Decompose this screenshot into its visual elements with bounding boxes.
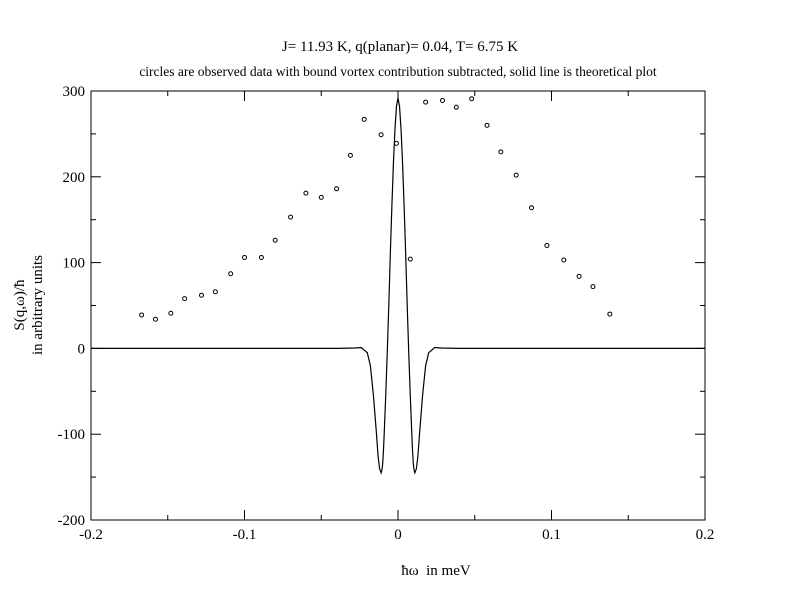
x-tick-label: 0.1 [542,527,561,543]
data-point [182,296,188,302]
y-tick-label: 300 [63,84,86,100]
data-point [228,271,234,277]
x-tick-label: 0.2 [696,527,715,543]
data-point [212,289,218,295]
axis-ticks [90,90,706,521]
data-point [139,312,145,318]
data-point [484,122,490,128]
data-point [318,194,324,200]
observed-points [139,96,613,322]
data-point [258,254,264,260]
data-point [393,140,399,146]
y-tick-label: 100 [63,256,86,272]
data-point [361,116,367,122]
data-point [199,292,205,298]
data-point [590,284,596,290]
data-point [453,104,459,110]
data-point [423,99,429,105]
data-point [347,152,353,158]
y-tick-label: -200 [58,513,86,529]
y-tick-labels: -200 -100 0 100 200 300 [58,84,86,529]
x-tick-label: 0 [394,527,402,543]
data-point [168,310,174,316]
data-point [288,214,294,220]
plot-frame [90,90,706,521]
data-point [242,254,247,260]
x-tick-label: -0.2 [79,527,103,543]
data-point [440,97,446,103]
x-axis-label: ħω in meV [401,563,471,579]
data-point [152,316,158,322]
data-point [561,257,567,263]
y-tick-label: -100 [58,427,86,443]
theory-line [91,97,705,475]
chart-title: J= 11.93 K, q(planar)= 0.04, T= 6.75 K [282,39,518,55]
data-point [407,256,413,262]
data-point [378,132,384,138]
data-point [272,237,278,243]
data-point [576,273,582,279]
chart-subtitle: circles are observed data with bound vor… [139,64,657,79]
y-tick-label: 200 [63,170,86,186]
y-axis-sublabel: in arbitrary units [30,255,46,355]
data-point [513,172,519,178]
data-point [607,311,613,317]
y-tick-label: 0 [78,341,86,357]
data-point [469,96,475,102]
data-point [498,149,504,155]
x-tick-label: -0.1 [233,527,257,543]
y-axis-label: S(q,ω)/ħ [12,279,28,331]
data-point [544,242,550,248]
x-tick-labels: -0.2 -0.1 0 0.1 0.2 [79,527,714,543]
data-point [303,190,309,196]
data-point [529,205,535,211]
data-point [334,186,340,192]
